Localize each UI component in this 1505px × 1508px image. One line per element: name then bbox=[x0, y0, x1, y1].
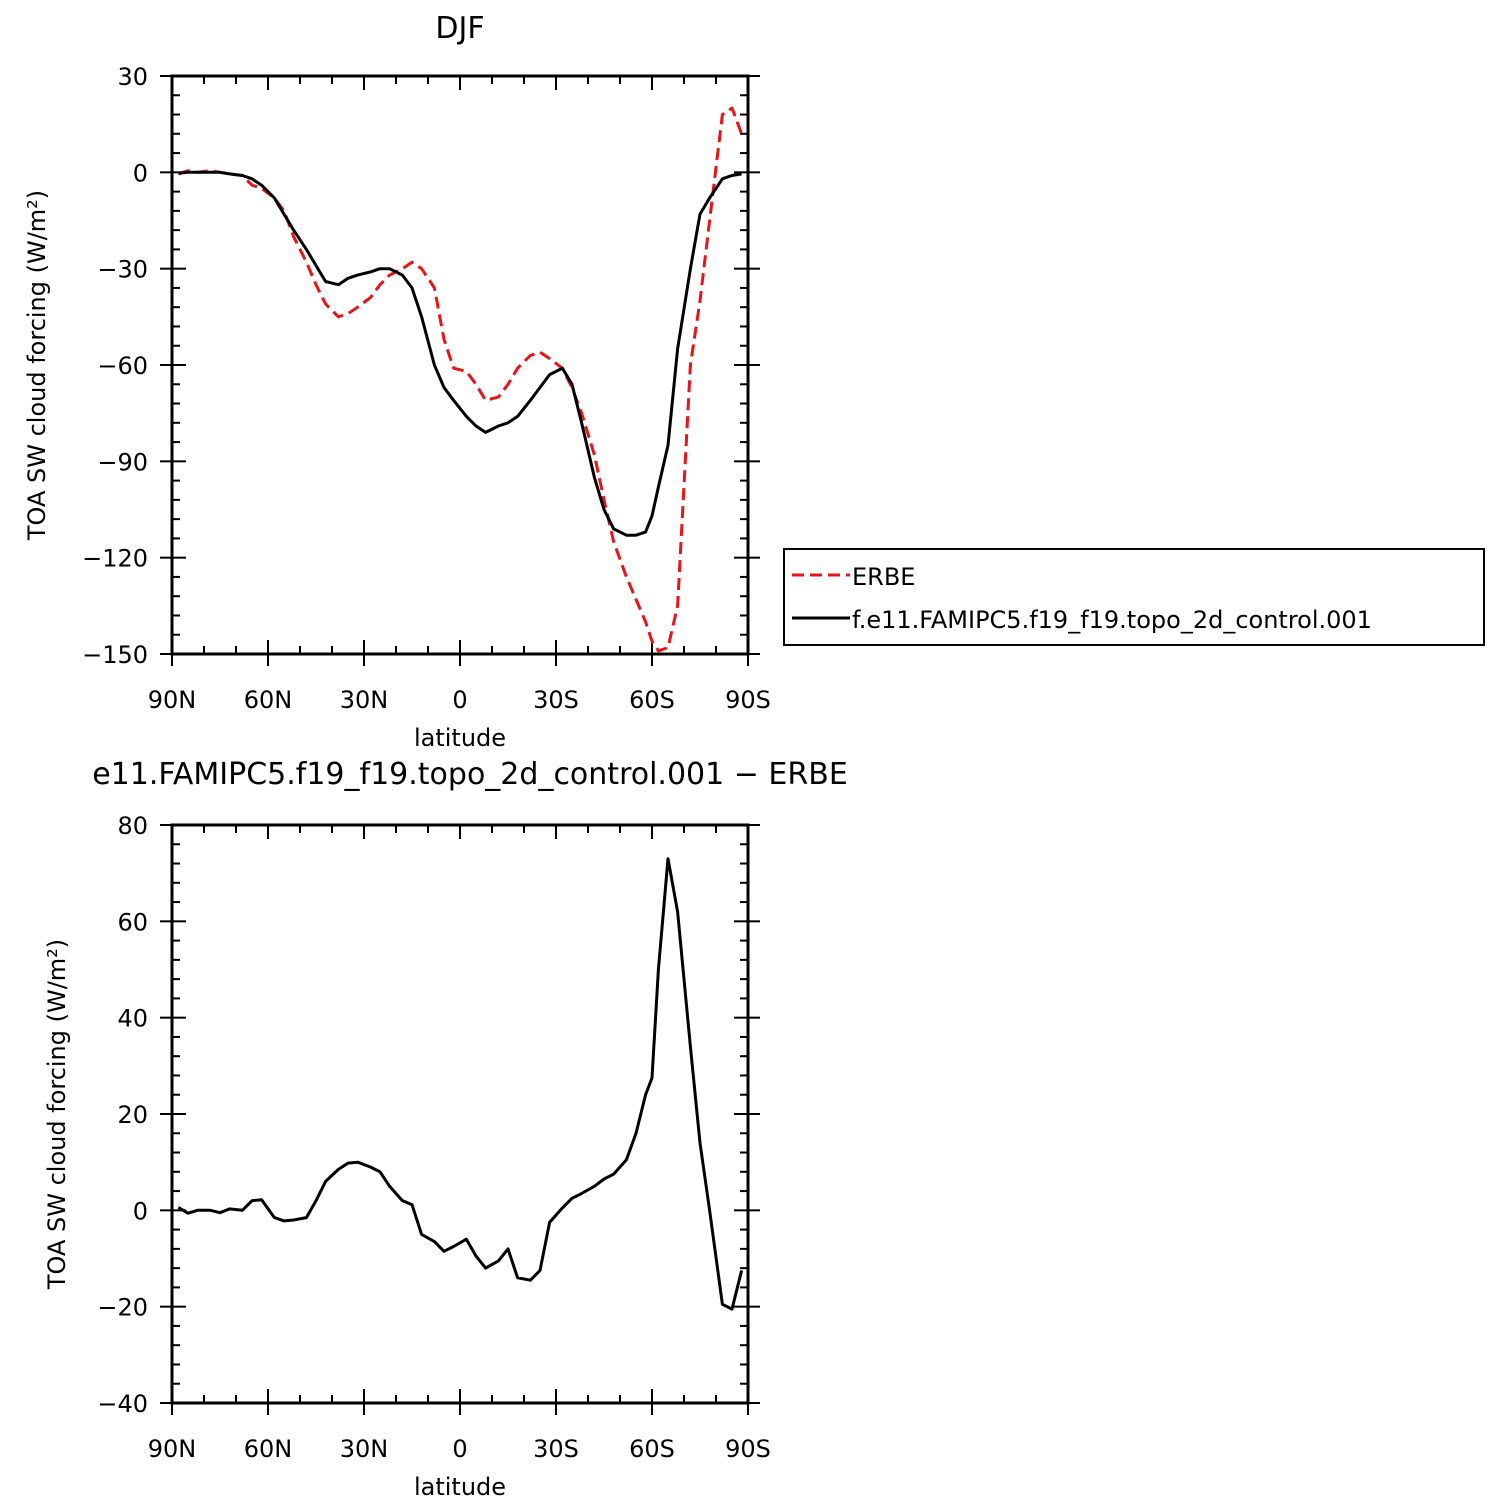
x-tick-label: 60N bbox=[244, 686, 293, 714]
legend-box bbox=[783, 548, 1485, 646]
x-tick-label: 90N bbox=[148, 1435, 197, 1463]
y-tick-label: −120 bbox=[82, 545, 148, 573]
x-tick-label: 60S bbox=[629, 686, 675, 714]
x-tick-label: 0 bbox=[452, 686, 467, 714]
plot-title: e11.FAMIPC5.f19_f19.topo_2d_control.001 … bbox=[92, 757, 848, 792]
series-line-1 bbox=[178, 170, 742, 537]
series-line-0 bbox=[177, 857, 744, 1311]
x-tick-label: 90N bbox=[148, 686, 197, 714]
y-tick-label: −40 bbox=[97, 1390, 148, 1418]
x-tick-label: 30N bbox=[340, 686, 389, 714]
x-tick-label: 0 bbox=[452, 1435, 467, 1463]
x-tick-label: 90S bbox=[725, 1435, 771, 1463]
legend-label-1: f.e11.FAMIPC5.f19_f19.topo_2d_control.00… bbox=[852, 606, 1372, 634]
legend-label-0: ERBE bbox=[852, 563, 915, 591]
y-tick-label: −30 bbox=[97, 256, 148, 284]
y-axis-label: TOA SW cloud forcing (W/m²) bbox=[43, 939, 71, 1290]
x-tick-label: 30S bbox=[533, 1435, 579, 1463]
y-tick-label: 30 bbox=[117, 63, 148, 91]
x-axis-label: latitude bbox=[414, 724, 506, 752]
plot-title: DJF bbox=[435, 11, 484, 46]
y-tick-label: 0 bbox=[133, 1197, 148, 1225]
series-line-0 bbox=[177, 106, 744, 653]
y-tick-label: 20 bbox=[117, 1101, 148, 1129]
x-tick-label: 30N bbox=[340, 1435, 389, 1463]
y-tick-label: 0 bbox=[133, 159, 148, 187]
x-tick-label: 30S bbox=[533, 686, 579, 714]
x-tick-label: 60S bbox=[629, 1435, 675, 1463]
y-tick-label: −20 bbox=[97, 1294, 148, 1322]
bottom-panel-difference: e11.FAMIPC5.f19_f19.topo_2d_control.001 … bbox=[43, 757, 848, 1501]
x-axis-label: latitude bbox=[414, 1473, 506, 1501]
x-tick-label: 90S bbox=[725, 686, 771, 714]
x-tick-label: 60N bbox=[244, 1435, 293, 1463]
y-tick-label: 80 bbox=[117, 812, 148, 840]
plot-frame bbox=[170, 74, 750, 656]
y-tick-label: −90 bbox=[97, 448, 148, 476]
y-axis-label: TOA SW cloud forcing (W/m²) bbox=[23, 190, 51, 541]
plot-frame bbox=[170, 823, 750, 1405]
y-tick-label: −150 bbox=[82, 641, 148, 669]
y-tick-label: 40 bbox=[117, 1005, 148, 1033]
y-tick-label: −60 bbox=[97, 352, 148, 380]
legend: ERBE f.e11.FAMIPC5.f19_f19.topo_2d_contro… bbox=[783, 548, 1485, 646]
top-panel-djf: DJF 90N 60N 30N 0 30S 60S 90S 30 0 −30 −60 −90 −120 −1… bbox=[23, 11, 771, 752]
y-tick-label: 60 bbox=[117, 908, 148, 936]
